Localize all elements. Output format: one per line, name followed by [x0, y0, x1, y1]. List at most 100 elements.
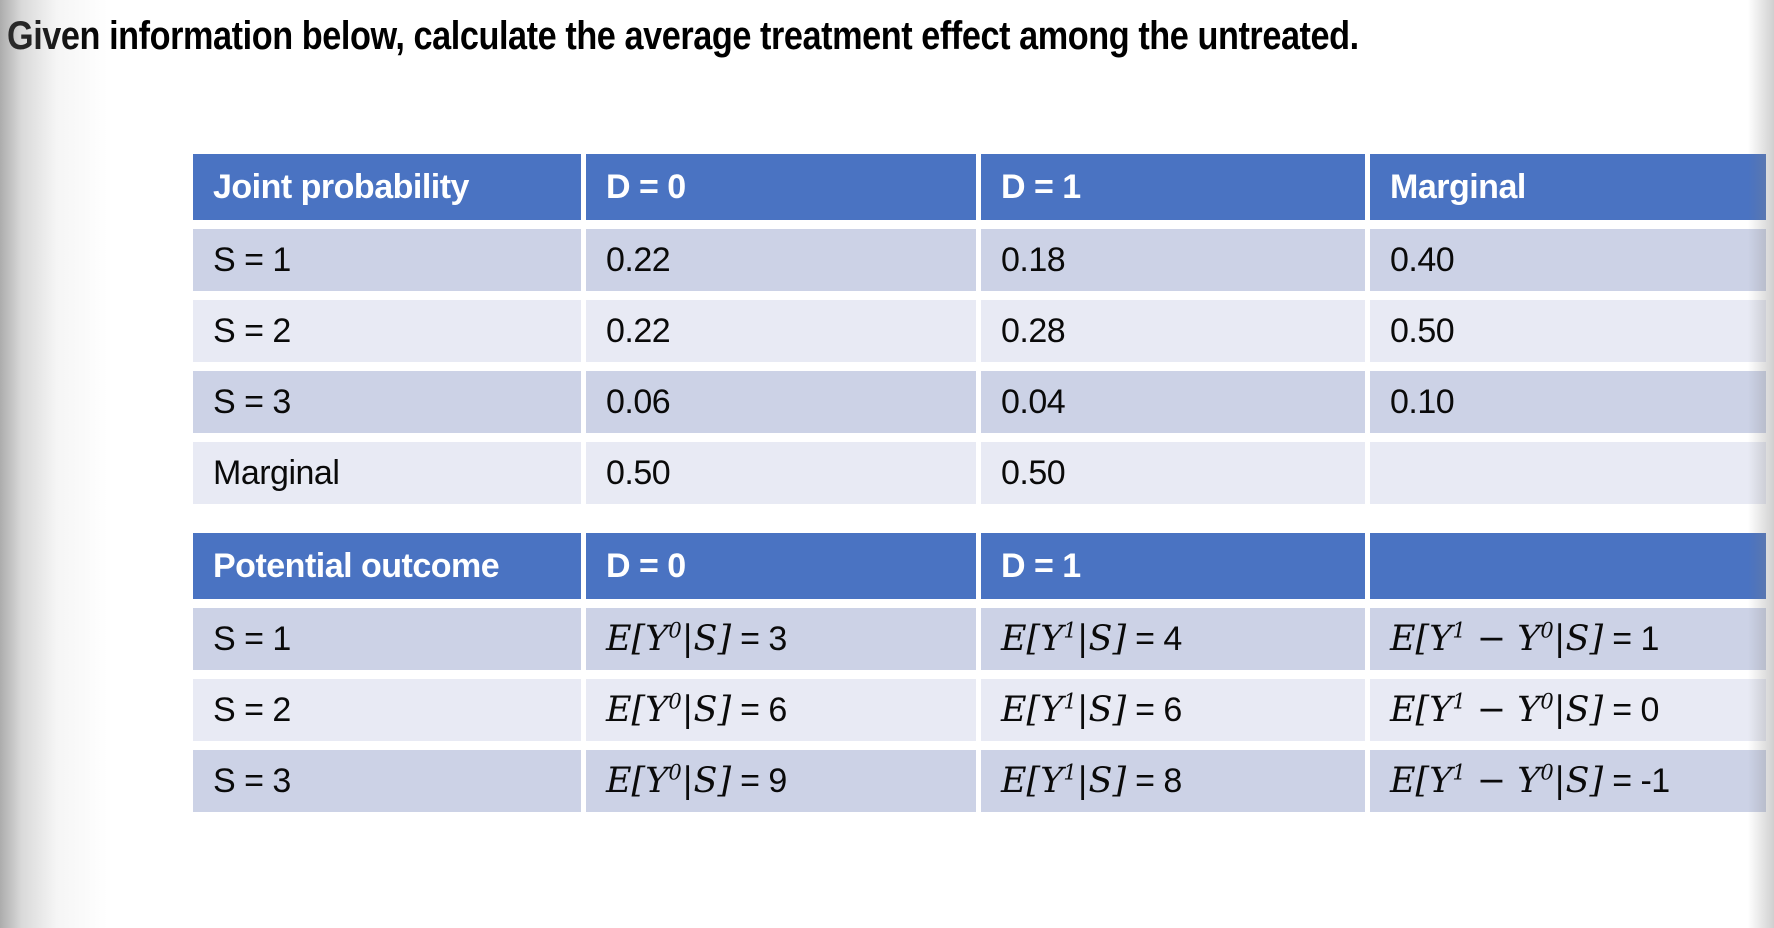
joint-probability-table: Joint probability D = 0 D = 1 Marginal S… [193, 154, 1766, 513]
joint-row-s1-d1: 0.18 [981, 229, 1370, 300]
outcome-row-s1-d1: E[Y1|S] = 4 [981, 608, 1370, 679]
math-pre: E[Y [1390, 690, 1453, 730]
math-superscript: 1 [1063, 689, 1077, 714]
joint-row-s1-label: S = 1 [193, 229, 586, 300]
math-expression: E[Y1|S] [1001, 619, 1126, 659]
math-expression: E[Y1|S] [1001, 761, 1126, 801]
math-equals-value: = 6 [1135, 691, 1182, 729]
math-pre: E[Y [1001, 761, 1064, 801]
math-pre: E[Y [1390, 619, 1453, 659]
outcome-row-s1-d0: E[Y0|S] = 3 [586, 608, 981, 679]
outcome-row-s2: S = 2 E[Y0|S] = 6 E[Y1|S] = 6 E[Y1 − Y0|S]… [193, 679, 1766, 750]
math-equals-value: = 3 [740, 620, 787, 658]
math-equals-value: = 0 [1612, 691, 1659, 729]
math-mid: − Y [1465, 619, 1541, 659]
joint-row-s3: S = 3 0.06 0.04 0.10 [193, 371, 1766, 442]
math-pre: E[Y [606, 761, 669, 801]
outcome-row-s3: S = 3 E[Y0|S] = 9 E[Y1|S] = 8 E[Y1 − Y0|S]… [193, 750, 1766, 821]
math-superscript: 1 [1452, 618, 1466, 643]
outcome-header-blank [1370, 533, 1766, 608]
joint-row-s3-label: S = 3 [193, 371, 586, 442]
joint-row-s3-d1: 0.04 [981, 371, 1370, 442]
math-pre: E[Y [606, 690, 669, 730]
joint-row-s2: S = 2 0.22 0.28 0.50 [193, 300, 1766, 371]
outcome-table-header-row: Potential outcome D = 0 D = 1 [193, 533, 1766, 608]
math-post: |S] [1076, 619, 1127, 659]
joint-row-marginal-d0: 0.50 [586, 442, 981, 513]
math-superscript: 1 [1063, 618, 1077, 643]
math-superscript: 0 [668, 689, 682, 714]
joint-row-s2-d1: 0.28 [981, 300, 1370, 371]
slide-title: Given information below, calculate the a… [7, 14, 1359, 58]
outcome-row-s3-d1: E[Y1|S] = 8 [981, 750, 1370, 821]
joint-header-d1: D = 1 [981, 154, 1370, 229]
math-equals-value: = -1 [1612, 762, 1670, 800]
math-equals-value: = 8 [1135, 762, 1182, 800]
math-mid: − Y [1465, 690, 1541, 730]
math-post: |S] [1553, 619, 1604, 659]
math-superscript: 0 [668, 618, 682, 643]
math-expression: E[Y1|S] [1001, 690, 1126, 730]
outcome-header-d1: D = 1 [981, 533, 1370, 608]
math-equals-value: = 4 [1135, 620, 1182, 658]
math-superscript: 0 [1540, 618, 1554, 643]
math-pre: E[Y [1001, 619, 1064, 659]
math-post: |S] [681, 690, 732, 730]
outcome-row-s1: S = 1 E[Y0|S] = 3 E[Y1|S] = 4 E[Y1 − Y0|S]… [193, 608, 1766, 679]
potential-outcome-table: Potential outcome D = 0 D = 1 S = 1 E[Y0… [193, 533, 1766, 821]
outcome-row-s1-diff: E[Y1 − Y0|S] = 1 [1370, 608, 1766, 679]
math-superscript: 0 [1540, 760, 1554, 785]
math-expression: E[Y0|S] [606, 761, 731, 801]
page-edge-shadow-left [0, 0, 135, 928]
math-equals-value: = 6 [740, 691, 787, 729]
joint-row-marginal-d1: 0.50 [981, 442, 1370, 513]
math-expression: E[Y1 − Y0|S] [1390, 619, 1603, 659]
outcome-header-d0: D = 0 [586, 533, 981, 608]
outcome-row-s3-label: S = 3 [193, 750, 586, 821]
outcome-row-s2-label: S = 2 [193, 679, 586, 750]
joint-row-s2-label: S = 2 [193, 300, 586, 371]
joint-row-s2-d0: 0.22 [586, 300, 981, 371]
math-pre: E[Y [1001, 690, 1064, 730]
math-post: |S] [1076, 761, 1127, 801]
math-expression: E[Y0|S] [606, 690, 731, 730]
outcome-row-s1-label: S = 1 [193, 608, 586, 679]
math-post: |S] [1076, 690, 1127, 730]
math-post: |S] [1553, 761, 1604, 801]
outcome-header-label: Potential outcome [193, 533, 586, 608]
joint-row-s3-marginal: 0.10 [1370, 371, 1766, 442]
joint-row-s1: S = 1 0.22 0.18 0.40 [193, 229, 1766, 300]
math-post: |S] [1553, 690, 1604, 730]
math-superscript: 1 [1452, 760, 1466, 785]
joint-row-s3-d0: 0.06 [586, 371, 981, 442]
joint-table-header-row: Joint probability D = 0 D = 1 Marginal [193, 154, 1766, 229]
math-expression: E[Y1 − Y0|S] [1390, 761, 1603, 801]
math-equals-value: = 9 [740, 762, 787, 800]
math-equals-value: = 1 [1612, 620, 1659, 658]
math-superscript: 0 [1540, 689, 1554, 714]
joint-header-marginal: Marginal [1370, 154, 1766, 229]
outcome-row-s2-diff: E[Y1 − Y0|S] = 0 [1370, 679, 1766, 750]
joint-row-marginal-blank [1370, 442, 1766, 513]
outcome-row-s2-d0: E[Y0|S] = 6 [586, 679, 981, 750]
math-pre: E[Y [606, 619, 669, 659]
joint-row-s1-marginal: 0.40 [1370, 229, 1766, 300]
joint-header-d0: D = 0 [586, 154, 981, 229]
math-superscript: 1 [1452, 689, 1466, 714]
math-superscript: 1 [1063, 760, 1077, 785]
outcome-row-s2-d1: E[Y1|S] = 6 [981, 679, 1370, 750]
math-pre: E[Y [1390, 761, 1453, 801]
math-expression: E[Y0|S] [606, 619, 731, 659]
joint-row-marginal: Marginal 0.50 0.50 [193, 442, 1766, 513]
math-expression: E[Y1 − Y0|S] [1390, 690, 1603, 730]
math-post: |S] [681, 761, 732, 801]
outcome-row-s3-diff: E[Y1 − Y0|S] = -1 [1370, 750, 1766, 821]
outcome-row-s3-d0: E[Y0|S] = 9 [586, 750, 981, 821]
joint-header-label: Joint probability [193, 154, 586, 229]
joint-row-s2-marginal: 0.50 [1370, 300, 1766, 371]
joint-row-s1-d0: 0.22 [586, 229, 981, 300]
joint-row-marginal-label: Marginal [193, 442, 586, 513]
math-post: |S] [681, 619, 732, 659]
math-mid: − Y [1465, 761, 1541, 801]
